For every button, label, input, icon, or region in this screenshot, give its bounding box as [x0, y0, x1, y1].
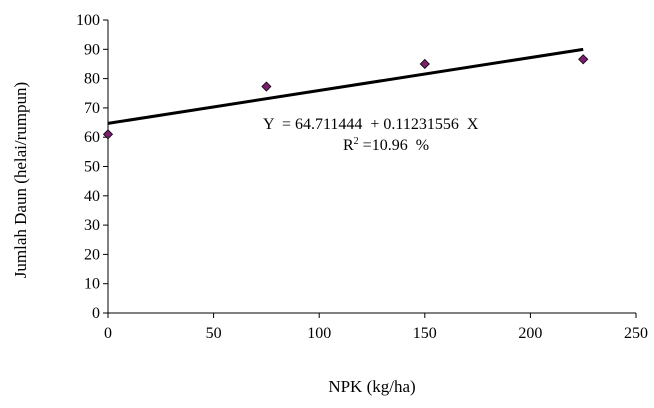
data-point — [102, 129, 114, 140]
axes — [107, 20, 636, 314]
y-tick-label: 80 — [84, 71, 100, 88]
data-points — [102, 54, 589, 140]
y-tick-label: 50 — [84, 159, 100, 176]
x-tick-label: 0 — [104, 325, 112, 342]
x-tick-label: 200 — [518, 325, 542, 342]
data-point — [261, 81, 272, 92]
y-tick-label: 40 — [84, 188, 100, 205]
y-ticks: 0 10 20 30 40 50 60 70 80 90 100 — [76, 12, 108, 322]
y-tick-label: 70 — [84, 100, 100, 117]
y-tick-label: 100 — [76, 12, 100, 29]
data-point — [419, 58, 430, 70]
x-tick-label: 250 — [624, 325, 648, 342]
y-tick-label: 60 — [84, 129, 100, 146]
r-squared-prefix: R — [343, 137, 354, 154]
r-squared-superscript: 2 — [354, 136, 359, 147]
data-point — [578, 54, 589, 65]
x-tick-label: 100 — [307, 325, 331, 342]
y-tick-label: 90 — [84, 41, 100, 58]
trend-line — [107, 47, 584, 125]
x-tick-label: 50 — [206, 325, 222, 342]
x-tick-label: 150 — [413, 325, 437, 342]
y-tick-label: 20 — [84, 246, 100, 263]
y-tick-label: 30 — [84, 217, 100, 234]
regression-equation: Y = 64.711444 + 0.11231556 X — [263, 116, 479, 133]
x-ticks: 0 50 100 150 200 250 — [104, 313, 648, 342]
y-tick-label: 0 — [92, 305, 100, 322]
y-tick-label: 10 — [84, 276, 100, 293]
x-axis-title: NPK (kg/ha) — [328, 377, 415, 396]
y-axis-title: Jumlah Daun (helai/rumpun) — [11, 82, 30, 278]
r-squared-label: R2 =10.96 % — [343, 136, 429, 154]
r-squared-value: =10.96 % — [359, 137, 429, 154]
